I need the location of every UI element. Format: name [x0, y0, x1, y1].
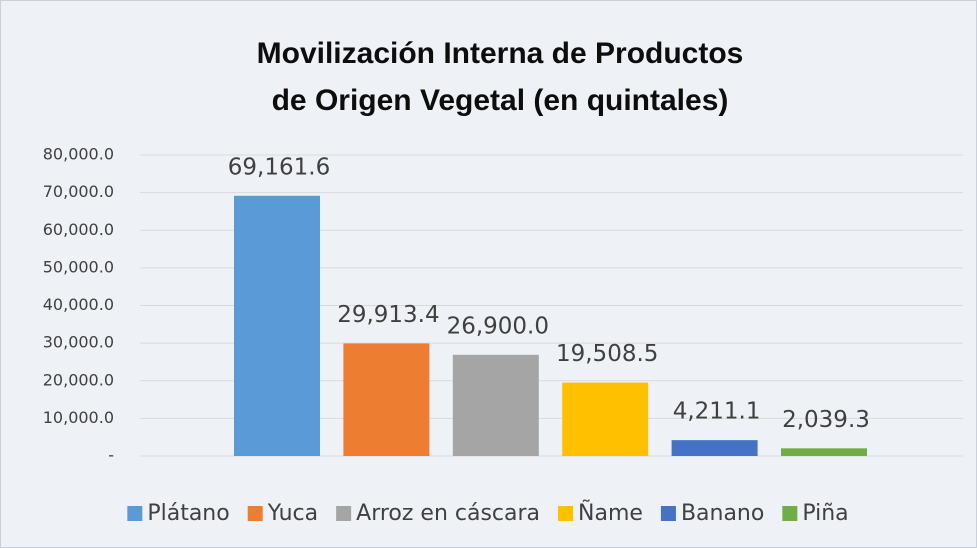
chart-title: de Origen Vegetal (en quintales): [272, 84, 729, 117]
legend-swatch: [248, 506, 263, 521]
legend-swatch: [336, 506, 351, 521]
data-label: 26,900.0: [447, 313, 549, 339]
data-label: 2,039.3: [782, 407, 870, 433]
y-tick-label: 40,000.0: [43, 295, 114, 314]
legend-label: Banano: [681, 501, 764, 526]
bar: [562, 383, 648, 456]
y-tick-label: 70,000.0: [43, 182, 114, 201]
bar: [781, 448, 867, 456]
legend-label: Plátano: [147, 501, 229, 526]
bar: [343, 343, 429, 456]
legend-swatch: [661, 506, 676, 521]
bar: [672, 440, 758, 456]
y-tick-label: 10,000.0: [43, 408, 114, 427]
legend-swatch: [782, 506, 797, 521]
legend-label: Yuca: [267, 501, 318, 526]
data-label: 19,508.5: [556, 341, 658, 367]
y-tick-label: -: [108, 446, 114, 465]
y-tick-label: 50,000.0: [43, 257, 114, 276]
bar: [234, 196, 320, 456]
legend-label: Arroz en cáscara: [356, 501, 540, 526]
bar: [453, 355, 539, 456]
data-label: 4,211.1: [673, 399, 761, 425]
legend-swatch: [558, 506, 573, 521]
data-label: 29,913.4: [337, 302, 439, 328]
legend-label: Ñame: [578, 499, 643, 526]
y-tick-label: 60,000.0: [43, 220, 114, 239]
chart-background: [1, 1, 977, 548]
chart-title: Movilización Interna de Productos: [257, 37, 744, 70]
y-tick-label: 80,000.0: [43, 145, 114, 164]
y-tick-label: 20,000.0: [43, 370, 114, 389]
legend-label: Piña: [802, 501, 848, 526]
legend-swatch: [127, 506, 142, 521]
data-label: 69,161.6: [228, 154, 330, 180]
chart: Movilización Interna de Productos de Ori…: [0, 0, 977, 548]
y-tick-label: 30,000.0: [43, 333, 114, 352]
